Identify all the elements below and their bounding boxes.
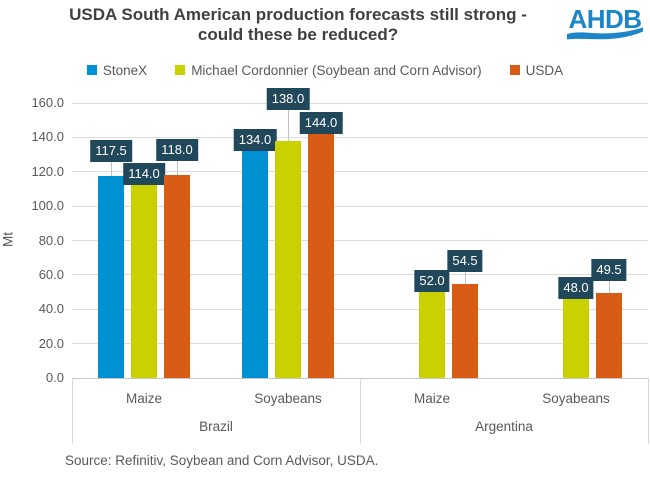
gridline — [72, 343, 648, 345]
bar-cordonnier-brazil-soyabeans — [275, 140, 301, 378]
gridline — [72, 308, 648, 310]
y-axis-tick-label: 120.0 — [31, 163, 64, 179]
ahdb-logo-text: AHDB — [568, 4, 641, 34]
bar-stonex-brazil-soyabeans — [242, 147, 268, 378]
data-label-stonex-brazil-soyabeans: 134.0 — [233, 128, 277, 151]
gridline — [72, 205, 648, 207]
legend-item-stonex: StoneX — [86, 62, 148, 78]
bar-cordonnier-argentina-soyabeans — [563, 295, 589, 378]
gridline — [72, 136, 648, 138]
legend-label-usda: USDA — [525, 62, 564, 78]
x-axis-category-label-argentina-soyabeans: Soyabeans — [542, 391, 610, 406]
x-axis-category-label-argentina-maize: Maize — [413, 391, 451, 406]
chart-title-line1: USDA South American production forecasts… — [69, 5, 527, 24]
bar-cordonnier-argentina-maize — [419, 288, 445, 378]
chart-title: USDA South American production forecasts… — [12, 5, 584, 45]
legend-swatch-cordonnier-icon — [175, 65, 186, 75]
chart-title-line2: could these be reduced? — [197, 25, 399, 44]
x-axis-group-divider — [360, 378, 361, 444]
legend: StoneX Michael Cordonnier (Soybean and C… — [0, 61, 650, 79]
data-label-usda-brazil-maize: 118.0 — [156, 139, 198, 162]
y-axis-tick-label: 0.0 — [45, 370, 64, 385]
gridline — [72, 171, 648, 173]
data-label-leader-line — [465, 272, 466, 285]
legend-item-usda: USDA — [509, 62, 564, 78]
x-axis-group-divider — [648, 378, 649, 444]
data-label-usda-argentina-soyabeans: 49.5 — [591, 258, 627, 281]
legend-swatch-stonex-icon — [86, 65, 97, 75]
bar-usda-argentina-maize — [452, 284, 478, 378]
source-note: Source: Refinitiv, Soybean and Corn Advi… — [65, 453, 379, 468]
gridline — [72, 274, 648, 276]
x-axis-group-label-brazil: Brazil — [199, 419, 233, 434]
ahdb-logo: AHDB — [567, 4, 643, 40]
data-label-cordonnier-argentina-soyabeans: 48.0 — [558, 276, 594, 299]
gridline — [72, 240, 648, 241]
legend-label-stonex: StoneX — [102, 62, 148, 78]
bar-usda-brazil-soyabeans — [308, 130, 334, 378]
y-axis-tick-label: 100.0 — [31, 198, 64, 214]
bar-usda-argentina-soyabeans — [596, 292, 622, 378]
legend-label-cordonnier: Michael Cordonnier (Soybean and Corn Adv… — [191, 62, 482, 78]
data-label-leader-line — [288, 109, 289, 141]
data-label-leader-line — [609, 280, 610, 293]
y-axis-tick-label: 60.0 — [38, 266, 64, 282]
y-axis-title: Mt — [0, 232, 16, 247]
data-label-usda-brazil-soyabeans: 144.0 — [299, 111, 343, 134]
gridline — [72, 102, 648, 104]
y-axis-tick-label: 20.0 — [38, 335, 64, 351]
data-label-stonex-brazil-maize: 117.5 — [90, 140, 132, 163]
y-axis-tick-label: 140.0 — [31, 129, 64, 145]
data-label-usda-argentina-maize: 54.5 — [447, 250, 483, 273]
y-axis-tick-label: 80.0 — [38, 232, 64, 248]
bar-cordonnier-brazil-maize — [131, 182, 157, 378]
legend-item-cordonnier: Michael Cordonnier (Soybean and Corn Adv… — [175, 62, 482, 78]
x-axis-category-label-brazil-soyabeans: Soyabeans — [254, 391, 322, 406]
y-axis-tick-label: 40.0 — [38, 301, 64, 317]
data-label-cordonnier-brazil-soyabeans: 138.0 — [266, 87, 310, 110]
x-axis-group-divider — [72, 378, 73, 444]
x-axis-category-label-brazil-maize: Maize — [125, 391, 163, 406]
data-label-leader-line — [111, 162, 112, 177]
x-axis-group-label-argentina: Argentina — [475, 419, 533, 434]
data-label-cordonnier-argentina-maize: 52.0 — [414, 269, 450, 292]
data-label-leader-line — [177, 161, 178, 176]
bar-stonex-brazil-maize — [98, 176, 124, 378]
ahdb-logo-wave-icon — [567, 27, 643, 40]
legend-swatch-usda-icon — [509, 65, 520, 75]
y-axis-tick-label: 160.0 — [31, 95, 64, 110]
bar-usda-brazil-maize — [164, 175, 190, 378]
data-label-cordonnier-brazil-maize: 114.0 — [123, 163, 165, 186]
